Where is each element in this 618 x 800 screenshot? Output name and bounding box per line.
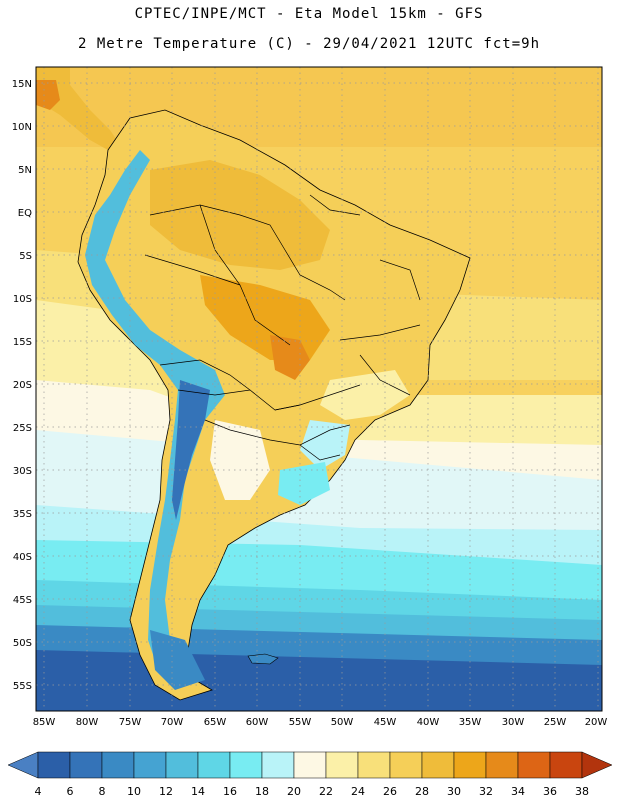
lat-label: 5N: [18, 165, 32, 176]
color-scale-boxes: [7, 751, 613, 779]
lat-label: 45S: [13, 595, 32, 606]
color-scale-label: 34: [511, 785, 525, 798]
color-scale-label: 12: [159, 785, 173, 798]
lat-label: 20S: [13, 380, 32, 391]
color-scale-label: 6: [66, 785, 74, 798]
lon-label: 45W: [374, 717, 397, 728]
lat-label: 25S: [13, 423, 32, 434]
color-scale-high-arrow: [581, 751, 613, 779]
color-scale-label: 26: [383, 785, 397, 798]
color-scale-label: 8: [98, 785, 106, 798]
southeast-brazil-mild: [320, 370, 410, 420]
lat-label: 55S: [13, 681, 32, 692]
color-scale-label: 20: [287, 785, 301, 798]
temperature-map: 15N 10N 5N EQ 5S 10S 15S 20S 25S 30S 35S…: [12, 66, 608, 728]
central-brazil-warm-region: [200, 275, 330, 360]
map-frame: [35, 66, 603, 712]
lon-label: 20W: [585, 717, 608, 728]
pampas-mild: [210, 420, 270, 500]
color-scale-box: [549, 751, 583, 779]
lon-label: 60W: [246, 717, 269, 728]
lon-label: 40W: [417, 717, 440, 728]
color-scale-label: 28: [415, 785, 429, 798]
graticule: [36, 67, 602, 711]
lon-label: 55W: [289, 717, 312, 728]
lon-label: 50W: [331, 717, 354, 728]
color-scale-box: [517, 751, 551, 779]
lon-label: 30W: [502, 717, 525, 728]
color-scale-box: [69, 751, 103, 779]
uruguay-cool: [278, 462, 330, 505]
map-title: CPTEC/INPE/MCT - Eta Model 15km - GFS: [134, 6, 484, 22]
color-scale-label: 38: [575, 785, 589, 798]
longitude-labels: 85W 80W 75W 70W 65W 60W 55W 50W 45W 40W …: [33, 717, 608, 728]
color-scale-label: 22: [319, 785, 333, 798]
color-scale-low-arrow: [7, 751, 39, 779]
color-scale-label: 10: [127, 785, 141, 798]
color-scale-box: [197, 751, 231, 779]
color-scale-box: [101, 751, 135, 779]
lon-label: 85W: [33, 717, 56, 728]
lat-label: 40S: [13, 552, 32, 563]
latitude-labels: 15N 10N 5N EQ 5S 10S 15S 20S 25S 30S 35S…: [12, 79, 32, 692]
color-scale-label: 18: [255, 785, 269, 798]
map-subtitle: 2 Metre Temperature (C) - 29/04/2021 12U…: [77, 36, 540, 52]
lat-label: 15S: [13, 337, 32, 348]
color-scale-box: [357, 751, 391, 779]
lon-label: 75W: [119, 717, 142, 728]
lon-label: 65W: [204, 717, 227, 728]
lon-label: 25W: [544, 717, 567, 728]
country-borders: [144, 194, 421, 461]
color-scale-box: [389, 751, 423, 779]
lat-label: 10N: [12, 122, 32, 133]
lat-label: 10S: [13, 294, 32, 305]
color-scale-box: [325, 751, 359, 779]
color-scale-label: 24: [351, 785, 365, 798]
color-scale-box: [165, 751, 199, 779]
color-scale-box: [421, 751, 455, 779]
mato-grosso-hot-spot: [270, 335, 310, 380]
color-scale-box: [453, 751, 487, 779]
andes-coldest-core: [172, 380, 210, 520]
lon-label: 35W: [459, 717, 482, 728]
lat-label: 50S: [13, 638, 32, 649]
south-brazil-cool: [300, 420, 350, 470]
lat-label: 5S: [19, 251, 32, 262]
lat-label: 30S: [13, 466, 32, 477]
lon-label: 70W: [161, 717, 184, 728]
color-scale-box: [37, 751, 71, 779]
lat-label: EQ: [18, 208, 32, 219]
falkland-islands: [247, 653, 279, 665]
color-scale-box: [133, 751, 167, 779]
color-scale-label: 4: [34, 785, 42, 798]
color-scale-box: [261, 751, 295, 779]
color-scale-label: 16: [223, 785, 237, 798]
color-scale-label: 30: [447, 785, 461, 798]
lat-label: 35S: [13, 509, 32, 520]
lat-label: 15N: [12, 79, 32, 90]
color-scale-box: [485, 751, 519, 779]
color-scale-bar: [7, 751, 613, 779]
color-scale-box: [229, 751, 263, 779]
color-scale-label: 32: [479, 785, 493, 798]
patagonia-cold: [150, 630, 205, 690]
south-america-land: [77, 109, 471, 701]
color-scale-box: [293, 751, 327, 779]
color-scale-label: 14: [191, 785, 205, 798]
color-scale-label: 36: [543, 785, 557, 798]
central-america-hot-spot: [36, 80, 60, 110]
lon-label: 80W: [76, 717, 99, 728]
